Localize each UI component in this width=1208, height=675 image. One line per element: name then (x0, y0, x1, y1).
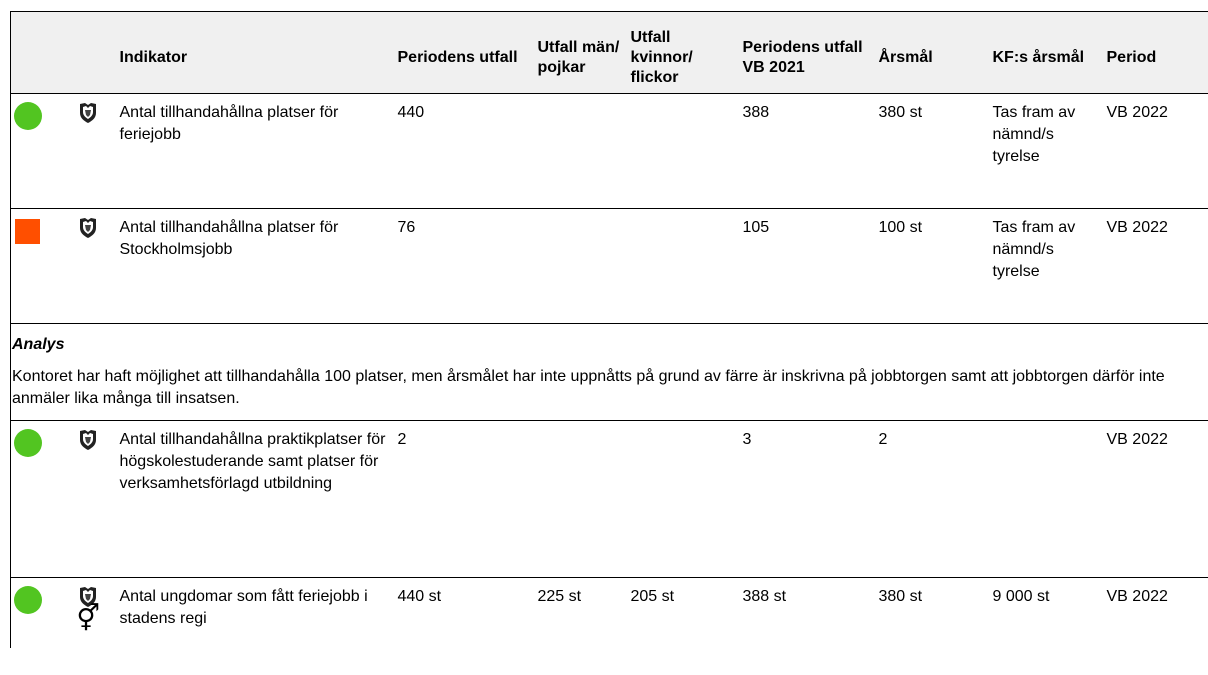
status-green-circle-icon (14, 102, 42, 130)
header-arsmal: Årsmål (878, 48, 933, 66)
header-periodens-utfall: Periodens utfall (397, 48, 518, 66)
status-cell (10, 93, 71, 209)
arsmal-cell: 380 st (874, 577, 989, 648)
periodens-vb-cell: 3 (738, 420, 875, 578)
kf-arsmal-cell: 9 000 st (988, 577, 1103, 648)
indikator-cell: Antal tillhandahållna platser för feriej… (115, 93, 394, 209)
icon-cell (70, 93, 116, 209)
period-cell: VB 2022 (1102, 93, 1208, 209)
table-row: Antal tillhandahållna platser för Stockh… (10, 208, 1208, 324)
indicator-table: Indikator Periodens utfall Utfall män/ p… (10, 11, 1208, 648)
table-row: ⚥ Antal ungdomar som fått feriejobb i st… (10, 577, 1208, 648)
period-cell: VB 2022 (1102, 577, 1208, 648)
status-cell (10, 577, 71, 648)
analys-heading: Analys (12, 336, 65, 353)
table-row: Antal tillhandahållna praktikplatser för… (10, 420, 1208, 578)
header-row: Indikator Periodens utfall Utfall män/ p… (10, 11, 1208, 94)
icon-header (71, 12, 116, 94)
shield-icon (79, 102, 97, 124)
shield-icon (79, 586, 97, 608)
periodens-utfall-cell: 440 st (393, 577, 534, 648)
utfall-kvinnor-cell (626, 93, 739, 209)
analys-cell: Analys Kontoret har haft möjlighet att t… (10, 323, 1208, 421)
status-cell (10, 420, 71, 578)
periodens-utfall-cell: 2 (393, 420, 534, 578)
periodens-vb-cell: 105 (738, 208, 875, 324)
icon-cell: ⚥ (70, 577, 116, 648)
analys-text: Kontoret har haft möjlighet att tillhand… (12, 368, 1165, 407)
indikator-cell: Antal tillhandahållna platser för Stockh… (115, 208, 394, 324)
header-utfall-man: Utfall män/ pojkar (537, 38, 620, 76)
kf-arsmal-cell (988, 420, 1103, 578)
header-period: Period (1106, 48, 1157, 66)
header-periodens-vb: Periodens utfall VB 2021 (742, 38, 863, 76)
periodens-vb-cell: 388 (738, 93, 875, 209)
kf-arsmal-cell: Tas fram av nämnd/s tyrelse (988, 93, 1103, 209)
indikator-cell: Antal ungdomar som fått feriejobb i stad… (115, 577, 394, 648)
period-cell: VB 2022 (1102, 208, 1208, 324)
status-green-circle-icon (14, 429, 42, 457)
kf-arsmal-cell: Tas fram av nämnd/s tyrelse (988, 208, 1103, 324)
utfall-kvinnor-cell (626, 420, 739, 578)
shield-icon (79, 429, 97, 451)
analys-row: Analys Kontoret har haft möjlighet att t… (10, 323, 1208, 421)
gender-symbol-icon: ⚥ (76, 603, 100, 633)
periodens-vb-cell: 388 st (738, 577, 875, 648)
status-cell (10, 208, 71, 324)
status-header (10, 11, 71, 94)
utfall-man-cell: 225 st (533, 577, 627, 648)
arsmal-cell: 100 st (874, 208, 989, 324)
arsmal-cell: 380 st (874, 93, 989, 209)
periodens-utfall-cell: 76 (393, 208, 534, 324)
table-row: Antal tillhandahållna platser för feriej… (10, 93, 1208, 209)
arsmal-cell: 2 (874, 420, 989, 578)
utfall-kvinnor-cell (626, 208, 739, 324)
header-utfall-kvinnor: Utfall kvinnor/ flickor (630, 28, 693, 86)
indikator-cell: Antal tillhandahållna praktikplatser för… (115, 420, 394, 578)
utfall-man-cell (533, 420, 627, 578)
utfall-kvinnor-cell: 205 st (626, 577, 739, 648)
status-red-square-icon (15, 219, 40, 244)
icon-cell (70, 208, 116, 324)
header-kf-arsmal: KF:s årsmål (992, 48, 1085, 66)
period-cell: VB 2022 (1102, 420, 1208, 578)
utfall-man-cell (533, 208, 627, 324)
header-indikator: Indikator (119, 48, 188, 66)
periodens-utfall-cell: 440 (393, 93, 534, 209)
utfall-man-cell (533, 93, 627, 209)
icon-cell (70, 420, 116, 578)
status-green-circle-icon (14, 586, 42, 614)
shield-icon (79, 217, 97, 239)
